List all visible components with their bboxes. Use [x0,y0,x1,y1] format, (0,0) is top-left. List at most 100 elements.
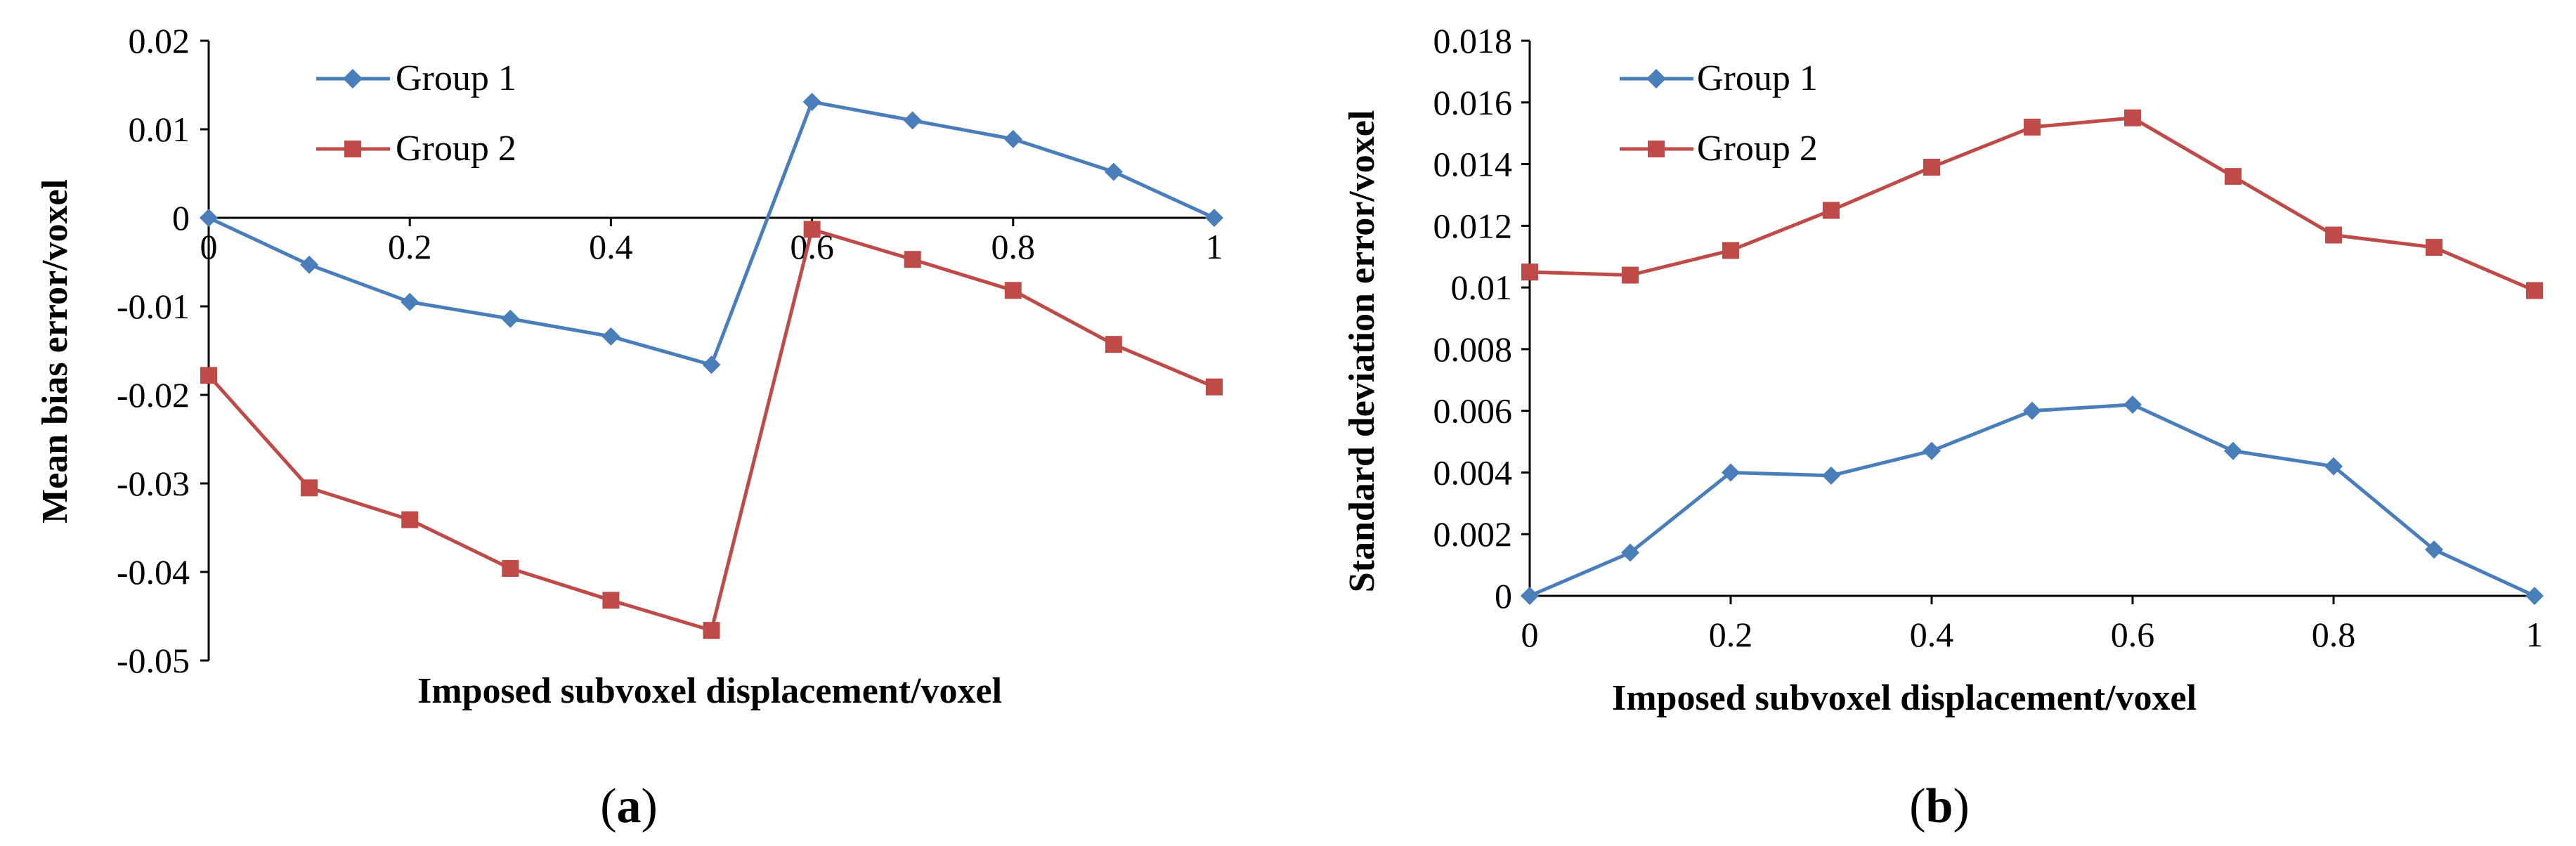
panel-label-b: (b) [1909,779,1970,833]
data-point-group2-b [1823,202,1840,219]
data-point-group2-b [2526,282,2543,299]
data-point-group2-b [1923,158,1940,176]
y-tick-label-b: 0.018 [1433,21,1513,60]
data-point-group1-b [1923,441,1941,460]
y-tick-label-a: -0.01 [117,287,190,326]
x-tick-label-a: 0.2 [388,227,432,266]
data-point-group2-a [904,251,921,268]
legend-marker-group1-b [1646,69,1666,89]
x-tick-label-b: 0.6 [2111,615,2155,654]
x-axis-title-b: Imposed subvoxel displacement/voxel [1612,678,2197,718]
legend-item-group2-a: Group 2 [316,129,516,169]
y-axis-title-a: Mean bias error/voxel [35,179,75,523]
y-tick-label-b: 0.01 [1451,268,1513,307]
y-tick-label-a: 0 [172,198,190,237]
data-point-group1-a [802,92,821,111]
data-point-group1-a [1003,129,1022,148]
x-tick-label-a: 0.4 [589,227,633,266]
x-axis-title-a: Imposed subvoxel displacement/voxel [417,671,1002,711]
data-point-group2-b [2225,168,2242,186]
y-tick-label-b: 0.006 [1433,391,1513,431]
data-point-group2-a [1105,336,1122,353]
x-tick-label-a: 1 [1206,227,1223,266]
legend-label-group2-a: Group 2 [396,129,516,169]
legend-a: Group 1 Group 2 [316,58,516,169]
chart-panel-a: Mean bias error/voxel Imposed subvoxel d… [35,21,1223,833]
x-tick-label-b: 0 [1521,615,1539,654]
data-point-group1-a [1205,209,1223,227]
data-point-group2-b [2426,239,2442,256]
y-tick-label-b: 0.004 [1433,453,1513,492]
data-point-group2-b [2124,109,2141,126]
y-axis-title-b: Standard deviation error/voxel [1342,110,1382,593]
y-tick-label-b: 0.002 [1433,514,1513,554]
data-point-group1-b [1722,463,1740,482]
legend-marker-group2-b [1648,141,1665,157]
x-tick-label-b: 0.4 [1910,615,1954,654]
data-point-group2-a [200,367,217,384]
x-tick-label-b: 0.2 [1709,615,1753,654]
data-point-group2-b [2024,118,2041,136]
data-point-group1-a [903,111,922,130]
data-point-group1-b [1621,543,1639,562]
panel-label-close-a: ) [642,779,658,833]
data-point-group1-a [501,309,520,328]
axes-b: 0 0.002 0.004 0.006 0.008 0.01 0.012 0.014 0.016… [1433,21,2544,654]
y-tick-label-b: 0.016 [1433,83,1513,122]
data-point-group1-b [1822,466,1840,485]
data-point-group1-a [601,327,620,346]
y-tick-label-a: -0.03 [117,464,190,503]
series-line-group2-a [207,227,1215,632]
series-line-group2-b [1529,116,2535,292]
legend-label-group2-b: Group 2 [1697,129,1818,169]
data-point-group1-a [300,255,319,274]
legend-item-group1-b: Group 1 [1620,58,1818,98]
data-point-group2-a [301,479,318,497]
y-tick-label-a: -0.04 [117,552,190,592]
y-tick-label-b: 0.014 [1433,145,1513,184]
data-point-group1-b [1521,587,1539,605]
data-point-group2-a [803,221,821,238]
panel-label-open-b: ( [1909,779,1925,833]
panel-label-letter-a: a [617,779,642,833]
x-tick-label-a: 0.8 [991,227,1036,266]
data-point-group2-a [1004,282,1022,299]
panel-label-close-b: ) [1953,779,1969,833]
panel-label-open-a: ( [600,779,616,833]
series-a [200,92,1223,639]
data-point-group2-b [2325,226,2342,244]
data-point-group1-a [200,209,218,227]
series-b [1521,109,2544,605]
y-tick-label-a: 0.02 [129,21,190,60]
data-point-group2-b [1722,242,1739,259]
data-point-group1-b [2525,587,2544,605]
x-tick-label-b: 0.8 [2312,615,2356,654]
chart-panel-b: Standard deviation error/voxel Imposed s… [1342,21,2544,833]
data-point-group1-b [2224,441,2242,460]
legend-marker-group1-a [343,69,363,89]
legend-item-group2-b: Group 2 [1620,129,1818,169]
x-tick-label-a: 0 [200,227,218,266]
legend-item-group1-a: Group 1 [316,58,516,98]
series-line-group1-b [1529,403,2536,598]
data-point-group2-a [502,559,519,577]
legend-marker-group2-a [344,141,361,157]
legend-label-group1-a: Group 1 [396,58,516,98]
panel-label-a: (a) [600,779,658,833]
data-point-group1-b [2425,540,2443,559]
data-point-group1-b [2324,457,2343,476]
y-tick-label-a: -0.02 [117,375,190,415]
data-point-group1-a [702,356,721,375]
y-tick-label-b: 0 [1495,576,1512,616]
y-tick-label-a: -0.05 [117,641,190,680]
data-point-group1-b [2023,401,2041,420]
data-point-group1-a [401,292,419,311]
legend-b: Group 1 Group 2 [1620,58,1818,169]
data-point-group2-a [401,511,419,528]
data-point-group1-b [2123,395,2142,414]
y-tick-label-b: 0.008 [1433,330,1513,369]
axes-a: 0.02 0.01 0 -0.01 -0.02 -0.03 -0.04 -0.05 0 0.2 0.… [117,21,1223,680]
data-point-group2-b [1521,263,1538,281]
legend-label-group1-b: Group 1 [1697,58,1818,98]
